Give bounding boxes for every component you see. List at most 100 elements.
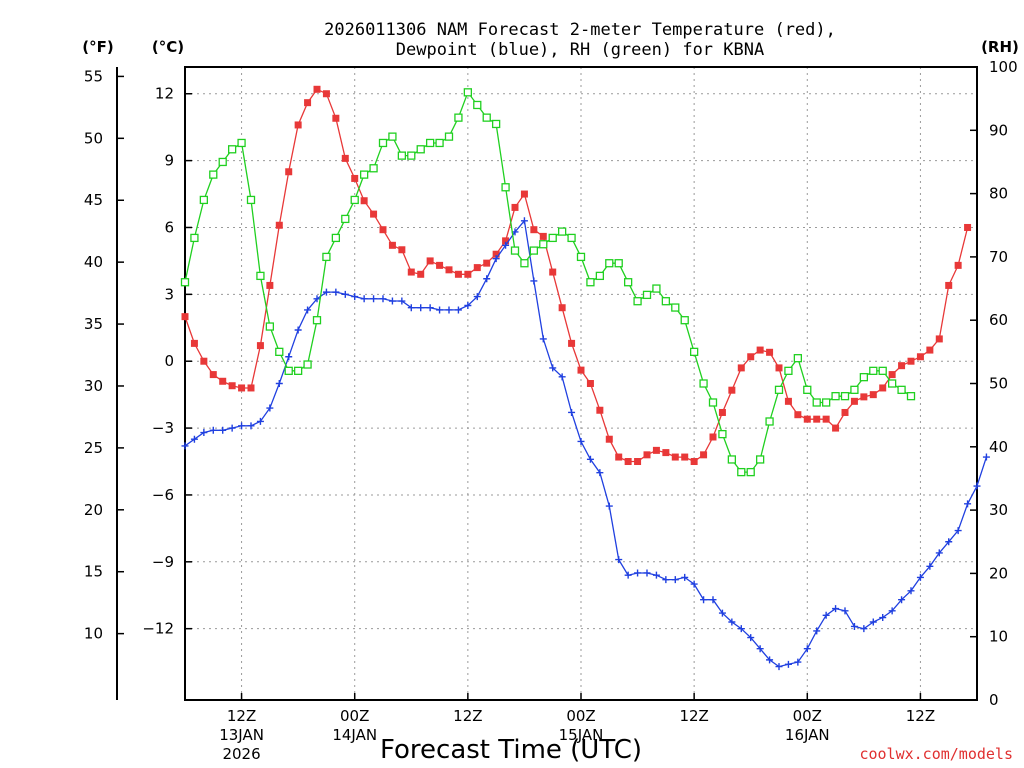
dewpoint-point bbox=[822, 611, 830, 619]
rh-line bbox=[184, 90, 912, 473]
rh-point bbox=[444, 132, 454, 141]
temperature-point bbox=[360, 197, 368, 205]
temperature-point bbox=[832, 424, 840, 432]
temperature-point bbox=[341, 154, 349, 162]
rh-point bbox=[623, 278, 633, 287]
dewpoint-point bbox=[332, 288, 340, 296]
rh-point bbox=[482, 113, 491, 122]
rh-point bbox=[331, 233, 341, 243]
dewpoint-point bbox=[794, 658, 802, 666]
dewpoint-point bbox=[558, 373, 566, 381]
temperature-point bbox=[860, 393, 868, 401]
dewpoint-point bbox=[209, 426, 217, 434]
dewpoint-point bbox=[907, 587, 915, 595]
rh-point bbox=[727, 455, 737, 464]
temperature-point bbox=[511, 203, 519, 211]
temperature-point bbox=[256, 342, 264, 350]
dewpoint-point bbox=[766, 656, 774, 664]
dewpoint-point bbox=[681, 573, 689, 581]
rh-point bbox=[256, 271, 265, 281]
celsius-tick-label: 6 bbox=[164, 218, 174, 236]
rh-point bbox=[454, 113, 463, 122]
dewpoint-point bbox=[294, 326, 302, 334]
temperature-point bbox=[869, 391, 877, 399]
temperature-point bbox=[181, 313, 189, 321]
fahrenheit-tick-label: 35 bbox=[84, 315, 103, 333]
dewpoint-point bbox=[530, 277, 538, 285]
rh-point bbox=[803, 385, 812, 394]
dewpoint-point bbox=[492, 255, 500, 263]
chart-title-line2: Dewpoint (blue), RH (green) for KBNA bbox=[396, 40, 764, 60]
dewpoint-point bbox=[190, 435, 198, 443]
celsius-tick-label: −6 bbox=[152, 486, 174, 504]
temperature-point bbox=[483, 259, 491, 267]
rh-point bbox=[199, 195, 209, 205]
temperature-point bbox=[700, 451, 708, 459]
dewpoint-point bbox=[586, 455, 594, 463]
dewpoint-point bbox=[615, 556, 623, 564]
dewpoint-point bbox=[982, 453, 990, 461]
rh-point bbox=[906, 392, 916, 401]
rh-point bbox=[652, 284, 661, 293]
dewpoint-point bbox=[247, 422, 255, 430]
temperature-point bbox=[888, 371, 896, 379]
dewpoint-point bbox=[464, 301, 472, 309]
fahrenheit-tick-label: 15 bbox=[84, 563, 103, 581]
temperature-point bbox=[266, 281, 274, 289]
rh-point bbox=[755, 455, 765, 464]
dewpoint-point bbox=[181, 442, 189, 450]
temperature-point bbox=[219, 377, 227, 385]
dewpoint-point bbox=[275, 380, 283, 387]
dewpoint-point bbox=[483, 275, 491, 283]
rh-point bbox=[529, 246, 539, 255]
dewpoint-point bbox=[219, 426, 227, 434]
rh-point bbox=[180, 278, 190, 287]
temperature-point bbox=[643, 451, 651, 459]
fahrenheit-tick-label: 45 bbox=[84, 191, 103, 209]
dewpoint-point bbox=[568, 408, 576, 416]
rh-point bbox=[737, 467, 746, 477]
rh-point bbox=[557, 227, 567, 236]
temperature-markers bbox=[181, 85, 972, 466]
dewpoint-point bbox=[775, 663, 783, 671]
rh-point bbox=[840, 392, 850, 401]
temperature-point bbox=[304, 99, 312, 107]
rh-point bbox=[435, 138, 444, 148]
temperature-point bbox=[568, 339, 576, 347]
dewpoint-point bbox=[577, 437, 585, 445]
rh-point bbox=[416, 145, 425, 154]
temperature-point bbox=[558, 304, 566, 312]
rh-point bbox=[680, 316, 689, 325]
fahrenheit-tick-label: 25 bbox=[84, 439, 103, 457]
temperature-point bbox=[454, 270, 462, 278]
rh-point bbox=[520, 259, 529, 268]
rh-point bbox=[190, 233, 199, 243]
celsius-tick-label: 0 bbox=[164, 352, 174, 370]
temperature-point bbox=[822, 415, 830, 423]
dewpoint-point bbox=[898, 596, 906, 604]
dewpoint-point bbox=[596, 469, 604, 477]
rh-point bbox=[831, 392, 840, 401]
temperature-point bbox=[813, 415, 821, 423]
temperature-point bbox=[662, 449, 670, 457]
temperature-point bbox=[539, 232, 547, 240]
fahrenheit-unit-label: (°F) bbox=[82, 38, 113, 56]
temperature-point bbox=[492, 250, 500, 258]
dewpoint-point bbox=[926, 562, 934, 570]
dewpoint-point bbox=[445, 306, 453, 314]
rh-point bbox=[397, 151, 407, 160]
temperature-point bbox=[737, 364, 745, 372]
dewpoint-point bbox=[841, 607, 849, 615]
dewpoint-point bbox=[407, 304, 415, 312]
rh-point bbox=[878, 366, 887, 375]
dewpoint-point bbox=[200, 429, 208, 437]
dewpoint-point bbox=[803, 645, 811, 653]
temperature-point bbox=[747, 353, 755, 361]
dewpoint-point bbox=[313, 295, 321, 303]
temperature-point bbox=[681, 453, 689, 461]
temperature-point bbox=[549, 268, 557, 276]
fahrenheit-tick-label: 30 bbox=[84, 377, 103, 395]
dewpoint-point bbox=[784, 660, 792, 668]
x-tick-label: 14JAN bbox=[332, 726, 377, 744]
